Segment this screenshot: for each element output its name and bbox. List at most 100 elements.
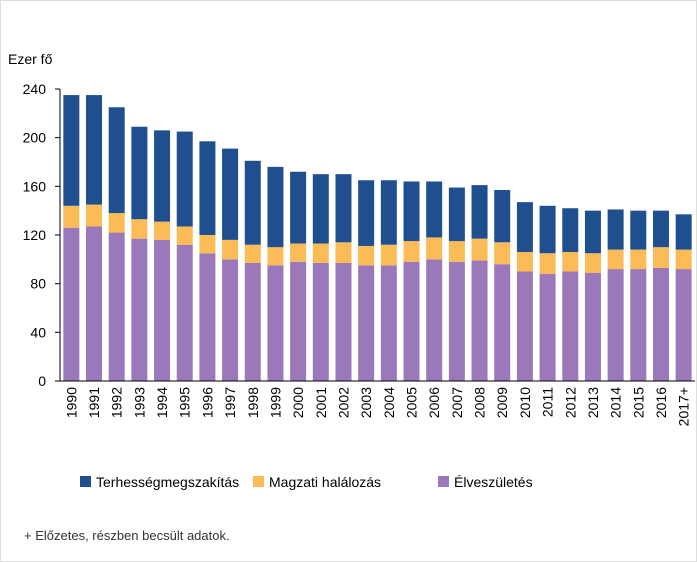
bar-segment xyxy=(176,244,193,381)
y-tick-label: 80 xyxy=(30,276,46,292)
bar-segment xyxy=(494,189,511,243)
x-tick-label: 1995 xyxy=(177,387,193,418)
x-tick-label: 2004 xyxy=(381,387,397,418)
bar-segment xyxy=(222,239,239,260)
bar-segment xyxy=(86,226,103,381)
bar-segment xyxy=(675,249,692,270)
x-tick-label: 1997 xyxy=(222,387,238,418)
bar-segment xyxy=(652,210,669,248)
x-tick-label: 1994 xyxy=(154,387,170,418)
x-tick-label: 2000 xyxy=(290,387,306,418)
bar-segment xyxy=(63,227,80,381)
bar-segment xyxy=(494,242,511,265)
bar-segment xyxy=(176,131,193,227)
bar-segment xyxy=(584,272,601,381)
bar-segment xyxy=(448,187,465,242)
bar-segment xyxy=(652,247,669,268)
bar-segment xyxy=(86,95,103,205)
bar-segment xyxy=(630,249,647,270)
x-tick-label: 2002 xyxy=(335,387,351,418)
bar-segment xyxy=(426,259,443,381)
x-tick-label: 2005 xyxy=(404,387,420,418)
bar-segment xyxy=(63,95,80,206)
bar-segment xyxy=(494,264,511,381)
bar-segment xyxy=(244,244,261,263)
y-tick-label: 120 xyxy=(23,227,47,243)
x-tick-label: 2006 xyxy=(426,387,442,418)
bar-segment xyxy=(471,185,488,239)
bar-segment xyxy=(652,267,669,381)
x-tick-label: 2017+ xyxy=(676,387,692,426)
bar-segment xyxy=(244,262,261,381)
x-tick-label: 1991 xyxy=(86,387,102,418)
bar-segment xyxy=(312,262,329,381)
bar-segment xyxy=(403,181,420,242)
bar-segment xyxy=(607,269,624,381)
bar-segment xyxy=(176,226,193,245)
bar-segment xyxy=(562,252,579,272)
bar-segment xyxy=(358,245,375,266)
bar-segment xyxy=(539,253,556,274)
bar-segment xyxy=(290,243,307,262)
x-tick-label: 2007 xyxy=(449,387,465,418)
x-tick-label: 1992 xyxy=(109,387,125,418)
x-tick-label: 2013 xyxy=(585,387,601,418)
x-tick-label: 2009 xyxy=(494,387,510,418)
legend-swatch xyxy=(438,476,449,487)
x-tick-label: 1996 xyxy=(199,387,215,418)
bar-segment xyxy=(562,208,579,253)
legend-swatch xyxy=(253,476,264,487)
bar-segment xyxy=(267,265,284,381)
x-tick-label: 1990 xyxy=(63,387,79,418)
x-tick-label: 1993 xyxy=(131,387,147,418)
bar-segment xyxy=(267,247,284,266)
y-tick-label: 40 xyxy=(30,324,46,340)
bar-segment xyxy=(448,241,465,262)
bar-segment xyxy=(267,166,284,248)
y-tick-label: 200 xyxy=(23,130,47,146)
bar-segment xyxy=(108,213,125,233)
bar-segment xyxy=(426,181,443,238)
bar-segment xyxy=(675,214,692,250)
bar-segment xyxy=(312,174,329,244)
bar-segment xyxy=(222,259,239,381)
x-tick-label: 2014 xyxy=(608,387,624,418)
x-tick-label: 2016 xyxy=(653,387,669,418)
bar-segment xyxy=(403,241,420,262)
x-tick-label: 2001 xyxy=(313,387,329,418)
bar-segment xyxy=(607,209,624,250)
bar-segment xyxy=(426,237,443,260)
legend-label: Magzati halálozás xyxy=(269,474,381,490)
y-tick-label: 240 xyxy=(23,81,47,97)
x-tick-label: 2015 xyxy=(630,387,646,418)
bar-segment xyxy=(108,107,125,214)
bar-segment xyxy=(539,273,556,381)
legend-label: Terhességmegszakítás xyxy=(96,474,239,490)
legend-swatch xyxy=(80,476,91,487)
y-tick-label: 160 xyxy=(23,178,47,194)
bar-segment xyxy=(131,126,148,220)
bar-segment xyxy=(131,238,148,381)
bar-segment xyxy=(244,160,261,245)
legend-label: Élveszületés xyxy=(454,474,533,490)
bar-segment xyxy=(448,261,465,381)
bar-segment xyxy=(290,171,307,244)
bar-segment xyxy=(380,180,397,245)
x-tick-label: 2011 xyxy=(540,387,556,417)
x-tick-label: 2012 xyxy=(562,387,578,418)
bar-segment xyxy=(380,265,397,381)
bar-segment xyxy=(335,174,352,243)
bar-segment xyxy=(630,269,647,381)
bar-segment xyxy=(290,261,307,381)
bar-segment xyxy=(358,180,375,246)
bar-segment xyxy=(199,141,216,235)
y-axis-label: Ezer fő xyxy=(8,51,53,67)
bar-segment xyxy=(335,262,352,381)
bar-segment xyxy=(222,148,239,240)
x-tick-label: 1999 xyxy=(267,387,283,418)
bar-segment xyxy=(630,210,647,250)
bar-segment xyxy=(312,243,329,263)
bar-segment xyxy=(607,249,624,270)
bar-segment xyxy=(471,238,488,261)
